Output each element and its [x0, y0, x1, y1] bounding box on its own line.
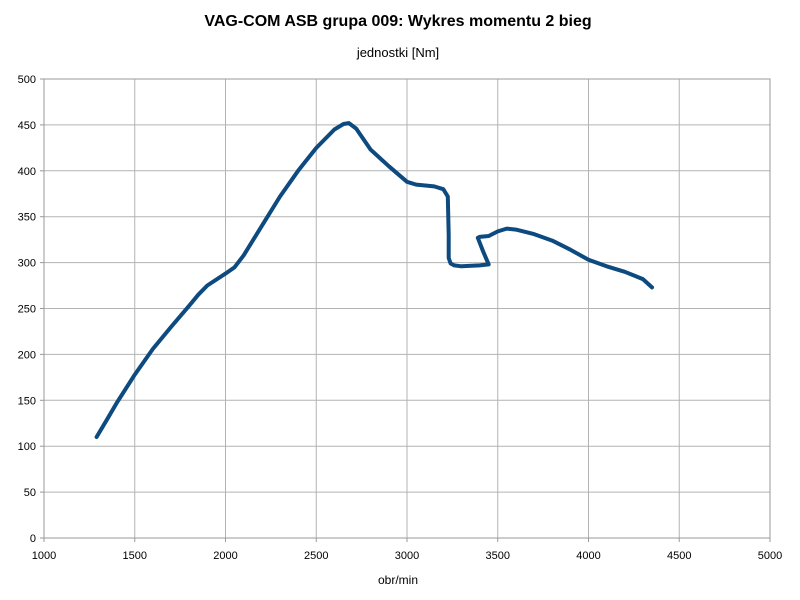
y-axis-ticks: 0 50 100 150 200 250 300 350 400 450 500 — [18, 74, 44, 545]
x-tick-label-3000: 3000 — [395, 550, 419, 562]
y-tick-label-400: 400 — [18, 166, 36, 178]
y-tick-label-250: 250 — [18, 304, 36, 316]
chart-title: VAG-COM ASB grupa 009: Wykres momentu 2 … — [204, 13, 591, 30]
x-tick-label-2500: 2500 — [304, 550, 328, 562]
y-tick-label-0: 0 — [30, 533, 36, 545]
chart-subtitle: jednostki [Nm] — [356, 45, 439, 60]
grid — [43, 78, 771, 539]
x-axis-ticks: 1000 1500 2000 2500 3000 3500 4000 4500 5000 — [32, 538, 782, 562]
series-line-torque — [94, 121, 654, 439]
x-tick-label-4500: 4500 — [667, 550, 691, 562]
y-tick-label-150: 150 — [18, 395, 36, 407]
y-tick-label-200: 200 — [18, 349, 36, 361]
y-tick-label-50: 50 — [24, 487, 36, 499]
x-tick-label-5000: 5000 — [758, 550, 782, 562]
x-tick-label-1500: 1500 — [123, 550, 147, 562]
x-tick-label-3500: 3500 — [486, 550, 510, 562]
x-tick-label-2000: 2000 — [213, 550, 237, 562]
y-tick-label-500: 500 — [18, 74, 36, 86]
y-tick-label-350: 350 — [18, 212, 36, 224]
y-tick-label-450: 450 — [18, 120, 36, 132]
y-tick-label-300: 300 — [18, 258, 36, 270]
x-tick-label-4000: 4000 — [576, 550, 600, 562]
y-tick-label-100: 100 — [18, 441, 36, 453]
x-axis-label: obr/min — [378, 573, 418, 587]
x-tick-label-1000: 1000 — [32, 550, 56, 562]
